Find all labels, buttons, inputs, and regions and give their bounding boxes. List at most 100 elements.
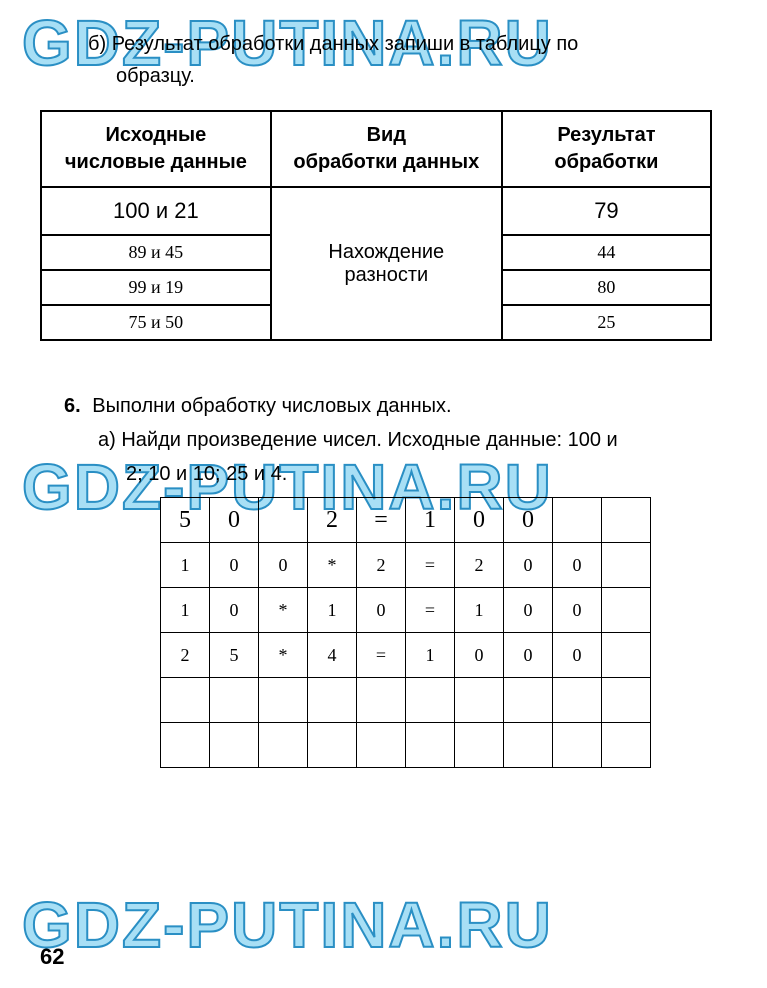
grid-cell: 0 — [553, 543, 602, 588]
grid-cell: 1 — [308, 588, 357, 633]
cell-result: 80 — [502, 270, 711, 305]
grid-cell — [357, 723, 406, 768]
grid-cell: 1 — [406, 633, 455, 678]
task-6a-label: а) — [98, 429, 116, 451]
cell-input: 75 и 50 — [41, 305, 271, 340]
grid-cell — [553, 678, 602, 723]
grid-cell: 5 — [161, 498, 210, 543]
grid-cell: 0 — [553, 588, 602, 633]
grid-cell — [259, 498, 308, 543]
grid-cell: = — [357, 498, 406, 543]
grid-cell: = — [406, 543, 455, 588]
header-col3-l1: Результат — [557, 124, 655, 146]
task-6-num: 6. — [64, 395, 81, 417]
grid-cell: 2 — [308, 498, 357, 543]
cell-input: 89 и 45 — [41, 235, 271, 270]
grid-cell — [504, 723, 553, 768]
grid-cell: 0 — [357, 588, 406, 633]
grid-row — [161, 678, 651, 723]
merged-l2: разности — [344, 264, 428, 286]
grid-row: 5 0 2 = 1 0 0 — [161, 498, 651, 543]
grid-cell: * — [308, 543, 357, 588]
grid-cell: 2 — [455, 543, 504, 588]
task-b-text: б) Результат обработки данных запиши в т… — [88, 28, 727, 92]
grid-cell — [357, 678, 406, 723]
header-col1-l1: Исходные — [105, 124, 206, 146]
table-row: 100 и 21 Нахождение разности 79 — [41, 187, 711, 235]
header-col3-l2: обработки — [554, 151, 658, 173]
grid-cell — [455, 678, 504, 723]
grid-cell: = — [357, 633, 406, 678]
grid-cell: 2 — [357, 543, 406, 588]
cell-input: 99 и 19 — [41, 270, 271, 305]
grid-cell: 0 — [455, 633, 504, 678]
grid-cell — [308, 723, 357, 768]
task-6a-line1: Найди произведение чисел. Исходные данны… — [121, 429, 617, 451]
grid-cell: * — [259, 588, 308, 633]
cell-result: 25 — [502, 305, 711, 340]
grid-row: 2 5 * 4 = 1 0 0 0 — [161, 633, 651, 678]
grid-cell — [602, 588, 651, 633]
header-col2-l1: Вид — [367, 124, 406, 146]
grid-cell: 0 — [210, 543, 259, 588]
grid-cell: 2 — [161, 633, 210, 678]
grid-cell: 0 — [259, 543, 308, 588]
page-content: б) Результат обработки данных запиши в т… — [0, 0, 767, 768]
grid-cell: 0 — [210, 498, 259, 543]
task-b-label: б) — [88, 33, 106, 55]
grid-cell: 0 — [504, 588, 553, 633]
grid-cell — [406, 678, 455, 723]
cell-input: 100 и 21 — [41, 187, 271, 235]
grid-cell: 1 — [455, 588, 504, 633]
grid-cell: 1 — [406, 498, 455, 543]
page-number: 62 — [40, 944, 64, 970]
grid-cell: = — [406, 588, 455, 633]
grid-cell: 0 — [504, 543, 553, 588]
grid-cell — [210, 678, 259, 723]
grid-cell — [308, 678, 357, 723]
cell-result: 79 — [502, 187, 711, 235]
grid-cell: 5 — [210, 633, 259, 678]
grid-cell — [210, 723, 259, 768]
grid-cell — [602, 633, 651, 678]
grid-cell: 0 — [504, 498, 553, 543]
table-header-col2: Вид обработки данных — [271, 111, 502, 187]
grid-cell — [553, 498, 602, 543]
grid-cell — [161, 723, 210, 768]
merged-l1: Нахождение — [328, 241, 444, 263]
grid-cell: 0 — [504, 633, 553, 678]
grid-cell — [504, 678, 553, 723]
task-6a-line2: 2; 10 и 10; 25 и 4. — [126, 463, 287, 485]
grid-cell: 1 — [161, 543, 210, 588]
grid-cell — [259, 723, 308, 768]
grid-cell: 0 — [210, 588, 259, 633]
grid-cell: 0 — [455, 498, 504, 543]
grid-row: 1 0 0 * 2 = 2 0 0 — [161, 543, 651, 588]
grid-cell — [602, 543, 651, 588]
task-b-line1: Результат обработки данных запиши в табл… — [112, 33, 579, 55]
grid-row — [161, 723, 651, 768]
grid-cell — [455, 723, 504, 768]
cell-merged-operation: Нахождение разности — [271, 187, 502, 340]
grid-cell — [602, 723, 651, 768]
task-6-text: 6. Выполни обработку числовых данных. а)… — [64, 389, 727, 491]
table-header-col3: Результат обработки — [502, 111, 711, 187]
results-table: Исходные числовые данные Вид обработки д… — [40, 110, 712, 341]
grid-cell — [259, 678, 308, 723]
calculation-grid: 5 0 2 = 1 0 0 1 0 0 * 2 = 2 0 0 1 0 * — [160, 497, 651, 768]
task-6-title: Выполни обработку числовых данных. — [92, 395, 451, 417]
header-col2-l2: обработки данных — [293, 151, 479, 173]
grid-cell — [602, 498, 651, 543]
grid-cell: 1 — [161, 588, 210, 633]
grid-cell — [553, 723, 602, 768]
watermark-bottom: GDZ-PUTINA.RU — [22, 888, 553, 962]
grid-cell — [602, 678, 651, 723]
grid-cell: * — [259, 633, 308, 678]
grid-cell — [161, 678, 210, 723]
table-header-col1: Исходные числовые данные — [41, 111, 271, 187]
grid-row: 1 0 * 1 0 = 1 0 0 — [161, 588, 651, 633]
grid-cell — [406, 723, 455, 768]
header-col1-l2: числовые данные — [65, 151, 247, 173]
grid-cell: 0 — [553, 633, 602, 678]
cell-result: 44 — [502, 235, 711, 270]
